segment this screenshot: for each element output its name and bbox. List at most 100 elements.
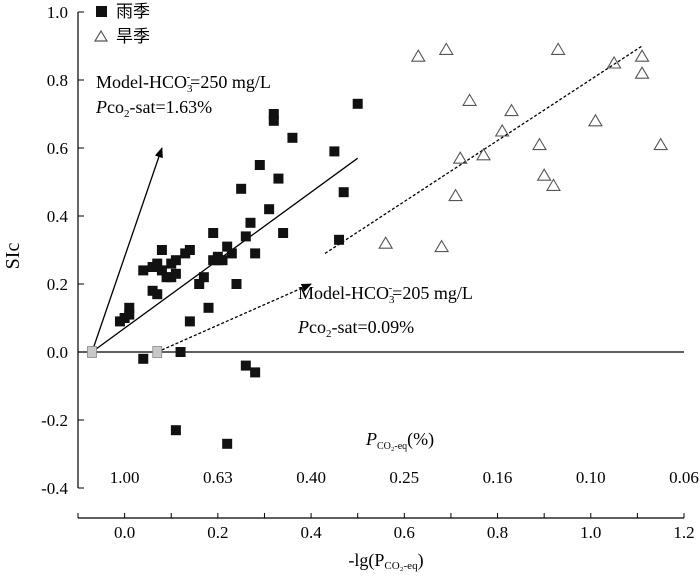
legend-wet-label: 雨季 [116,2,150,21]
data-point-wet [138,265,149,276]
data-point-dry [546,178,561,191]
data-point-dry [410,49,426,62]
data-point-wet [203,302,214,313]
secondary-axis-label-sub: CO₂-eq [377,441,407,452]
legend-dry-marker [93,29,109,42]
secondary-axis: 1.00 0.63 0.40 0.25 0.16 0.10 0.06 [110,468,699,487]
series-wet [114,98,363,449]
secondary-tick-label: 0.40 [296,468,326,487]
y-tick-label: 0.2 [47,275,68,294]
y-tick-label: 0.8 [47,71,68,90]
data-point-wet [287,132,298,143]
y-axis-label: SIc [2,243,24,270]
x-tick-label: 1.2 [673,523,694,542]
data-point-dry [434,239,450,253]
annotation-pco2-250-sub: 2 [124,108,130,120]
data-point-wet [156,245,167,255]
annotation-model-250-main: Model-HCO [96,72,187,92]
data-point-wet [170,425,181,436]
annotation-pco2-250-value: -sat=1.63% [130,97,213,117]
annotation-model-205-sub: 3 [389,294,395,306]
y-axis: 1.0 0.8 0.6 0.4 0.2 0.0 -0.2 -0.4 [41,3,84,498]
data-point-dry [536,168,552,181]
annotation-model-205-value: =205 mg/L [392,283,473,303]
annotation-model-205-main: Model-HCO [298,283,389,303]
annotation-model-250: Model-HCO3-=250 mg/L Pco2-sat=1.63% [95,71,271,120]
annotation-pco2-205-value: -sat=0.09% [332,317,415,337]
data-point-wet [240,360,251,371]
origin-marker-250 [87,346,97,358]
data-point-wet [268,115,279,126]
y-tick-label: -0.4 [41,479,68,498]
x-tick-label: 0.2 [207,523,228,542]
data-point-wet [338,187,349,198]
x-tick-label: 0.0 [114,523,135,542]
data-point-wet [352,98,363,109]
data-point-wet [273,173,284,184]
secondary-tick-label: 0.16 [483,468,513,487]
annotation-pco2-205-italic: P [297,317,309,337]
x-tick-label: 0.8 [487,523,508,542]
arrow-205 [156,283,313,353]
data-point-wet [198,272,209,283]
arrow-250 [91,147,163,353]
secondary-axis-label-main: P [365,429,377,449]
data-point-dry [653,137,669,151]
data-point-wet [138,353,149,364]
wet-trend [91,157,359,353]
data-point-wet [156,265,167,276]
data-point-wet [226,248,237,259]
data-point-dry [452,151,468,164]
origin-marker-205 [152,346,163,358]
data-point-dry [378,236,394,249]
data-point-wet [222,438,233,449]
data-point-dry [476,147,492,161]
y-tick-label: 0.4 [47,207,69,226]
data-point-dry [504,103,519,117]
annotation-pco2-205-sub: 2 [326,328,332,340]
data-point-wet [329,146,340,157]
y-tick-label: 0.0 [47,343,68,362]
secondary-tick-label: 0.25 [389,468,419,487]
annotation-model-250-sup: - [187,71,191,83]
x-axis: 0.0 0.2 0.4 0.6 0.8 1.0 1.2 [77,513,695,542]
annotation-pco2-250-italic: P [95,97,107,117]
dry-trend [324,45,643,254]
data-point-dry [634,49,650,62]
x-tick-label: 0.6 [394,523,415,542]
annotation-model-250-sub: 3 [187,83,193,95]
x-axis-label-sub: CO₂-eq [384,560,418,572]
legend-wet-marker [96,6,107,17]
data-point-wet [194,279,205,289]
data-point-dry [532,137,547,151]
secondary-tick-label: 0.10 [576,468,606,487]
secondary-axis-label-end: (%) [407,429,434,450]
legend-dry-label: 旱季 [116,27,150,46]
data-point-wet [264,204,275,215]
x-tick-label: 1.0 [580,523,601,542]
data-point-dry [634,66,650,79]
annotation-pco2-205-line: Pco2-sat=0.09% [297,317,414,340]
data-point-wet [231,279,242,289]
data-point-dry [550,42,566,55]
x-axis-label-main: -lg(P [348,550,384,571]
data-point-dry [606,55,622,69]
data-point-dry [462,93,478,106]
x-tick-label: 0.4 [300,523,322,542]
legend: 雨季 旱季 [93,2,150,46]
annotation-model-205-line: Model-HCO3-=205 mg/L [298,282,473,306]
data-point-dry [587,113,603,127]
data-point-wet [217,255,228,266]
data-point-wet [278,228,289,238]
data-point-wet [184,245,195,255]
annotation-model-205: Model-HCO3-=205 mg/L Pco2-sat=0.09% [297,282,473,340]
data-point-wet [152,289,163,300]
data-point-wet [250,248,261,259]
plot-area [78,42,684,449]
x-axis-label-end: ) [418,550,424,571]
data-point-dry [448,188,464,202]
data-point-wet [184,316,195,327]
series-dry [378,42,669,253]
data-point-wet [222,241,233,252]
